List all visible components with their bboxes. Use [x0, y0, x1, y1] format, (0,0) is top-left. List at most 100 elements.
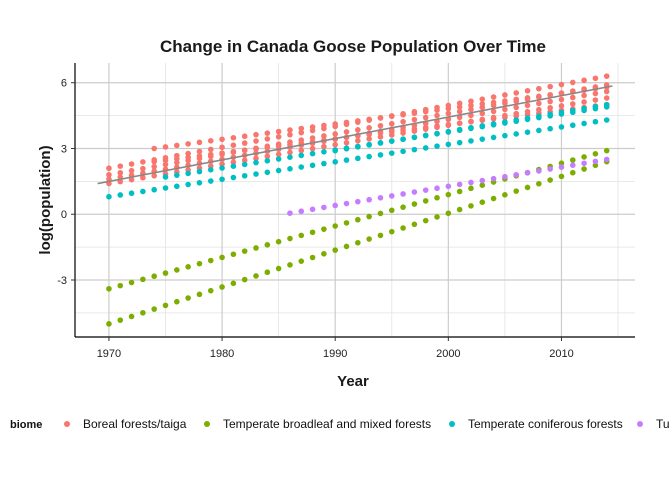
- data-point: [524, 184, 531, 191]
- data-point: [422, 124, 429, 131]
- data-point: [468, 106, 474, 113]
- data-point: [581, 77, 587, 84]
- data-point: [230, 142, 237, 148]
- data-point: [253, 171, 259, 177]
- data-point: [196, 139, 203, 146]
- data-point: [106, 285, 112, 292]
- data-point: [547, 104, 553, 111]
- data-point: [219, 161, 225, 167]
- legend-item: Tu: [637, 417, 670, 431]
- data-point: [603, 95, 610, 101]
- data-point: [230, 148, 237, 155]
- data-point: [558, 160, 565, 167]
- data-point: [547, 177, 553, 183]
- data-point: [275, 151, 282, 158]
- data-point: [275, 156, 282, 162]
- data-point: [309, 229, 316, 236]
- data-point: [400, 118, 406, 125]
- x-tick-label: 1970: [97, 348, 121, 360]
- data-point: [253, 131, 259, 138]
- data-point: [400, 204, 406, 210]
- legend-swatch: [204, 421, 210, 427]
- data-point: [445, 210, 452, 217]
- data-point: [377, 140, 384, 146]
- data-point: [253, 138, 259, 144]
- data-point: [321, 226, 327, 232]
- data-point: [275, 143, 282, 149]
- data-point: [400, 127, 406, 134]
- data-point: [479, 136, 486, 142]
- data-point: [479, 110, 486, 117]
- data-point: [490, 195, 497, 202]
- data-point: [592, 158, 599, 165]
- data-point: [547, 125, 553, 132]
- data-point: [343, 145, 350, 152]
- data-point: [185, 141, 191, 147]
- data-point: [547, 166, 553, 172]
- data-point: [298, 164, 305, 170]
- data-point: [377, 130, 384, 136]
- data-point: [241, 133, 248, 140]
- data-point: [207, 138, 214, 144]
- tick-labels: 1970 1980 1990 2000 2010 -3 0 3 6: [57, 78, 573, 360]
- data-point: [106, 165, 112, 172]
- data-point: [162, 144, 169, 150]
- data-point: [513, 131, 520, 137]
- data-point: [332, 147, 339, 154]
- data-point: [536, 127, 542, 134]
- data-point: [343, 157, 350, 163]
- data-point: [140, 309, 146, 316]
- data-point: [196, 168, 203, 175]
- data-point: [106, 193, 112, 200]
- data-point: [366, 136, 372, 142]
- data-point: [162, 157, 169, 164]
- data-point: [185, 154, 191, 161]
- data-point: [219, 144, 225, 151]
- data-point: [321, 160, 327, 167]
- data-point: [117, 282, 124, 289]
- data-point: [377, 210, 384, 217]
- data-point: [287, 131, 293, 138]
- data-point: [253, 159, 259, 166]
- data-point: [287, 149, 293, 156]
- data-point: [592, 118, 599, 125]
- data-point: [400, 191, 406, 197]
- data-point: [445, 128, 452, 135]
- data-point: [502, 119, 508, 125]
- data-point: [355, 144, 361, 150]
- data-point: [569, 169, 576, 176]
- data-point: [456, 139, 463, 146]
- data-point: [411, 221, 418, 228]
- data-point: [230, 174, 237, 181]
- data-point: [343, 139, 350, 146]
- data-point: [388, 113, 395, 120]
- data-point: [275, 128, 282, 135]
- data-point: [434, 112, 440, 119]
- data-point: [445, 121, 452, 128]
- data-point: [219, 165, 225, 171]
- chart-title: Change in Canada Goose Population Over T…: [160, 37, 546, 56]
- data-point: [106, 171, 112, 178]
- data-point: [174, 142, 180, 149]
- legend-item: Boreal forests/taiga: [64, 417, 187, 431]
- legend-swatch: [637, 421, 643, 427]
- data-point: [355, 118, 361, 124]
- data-point: [490, 121, 497, 127]
- data-point: [502, 192, 508, 198]
- data-point: [536, 93, 542, 100]
- data-point: [287, 166, 293, 172]
- data-point: [434, 185, 440, 192]
- data-point: [298, 125, 305, 132]
- data-point: [388, 193, 395, 199]
- data-point: [502, 114, 508, 121]
- data-point: [309, 162, 316, 169]
- legend-swatch: [449, 421, 455, 427]
- data-point: [445, 141, 452, 148]
- data-point: [547, 91, 553, 98]
- data-point: [366, 213, 372, 220]
- data-point: [321, 204, 327, 211]
- data-point: [581, 99, 587, 105]
- data-point: [513, 104, 520, 111]
- data-point: [332, 159, 339, 165]
- data-point: [592, 97, 599, 103]
